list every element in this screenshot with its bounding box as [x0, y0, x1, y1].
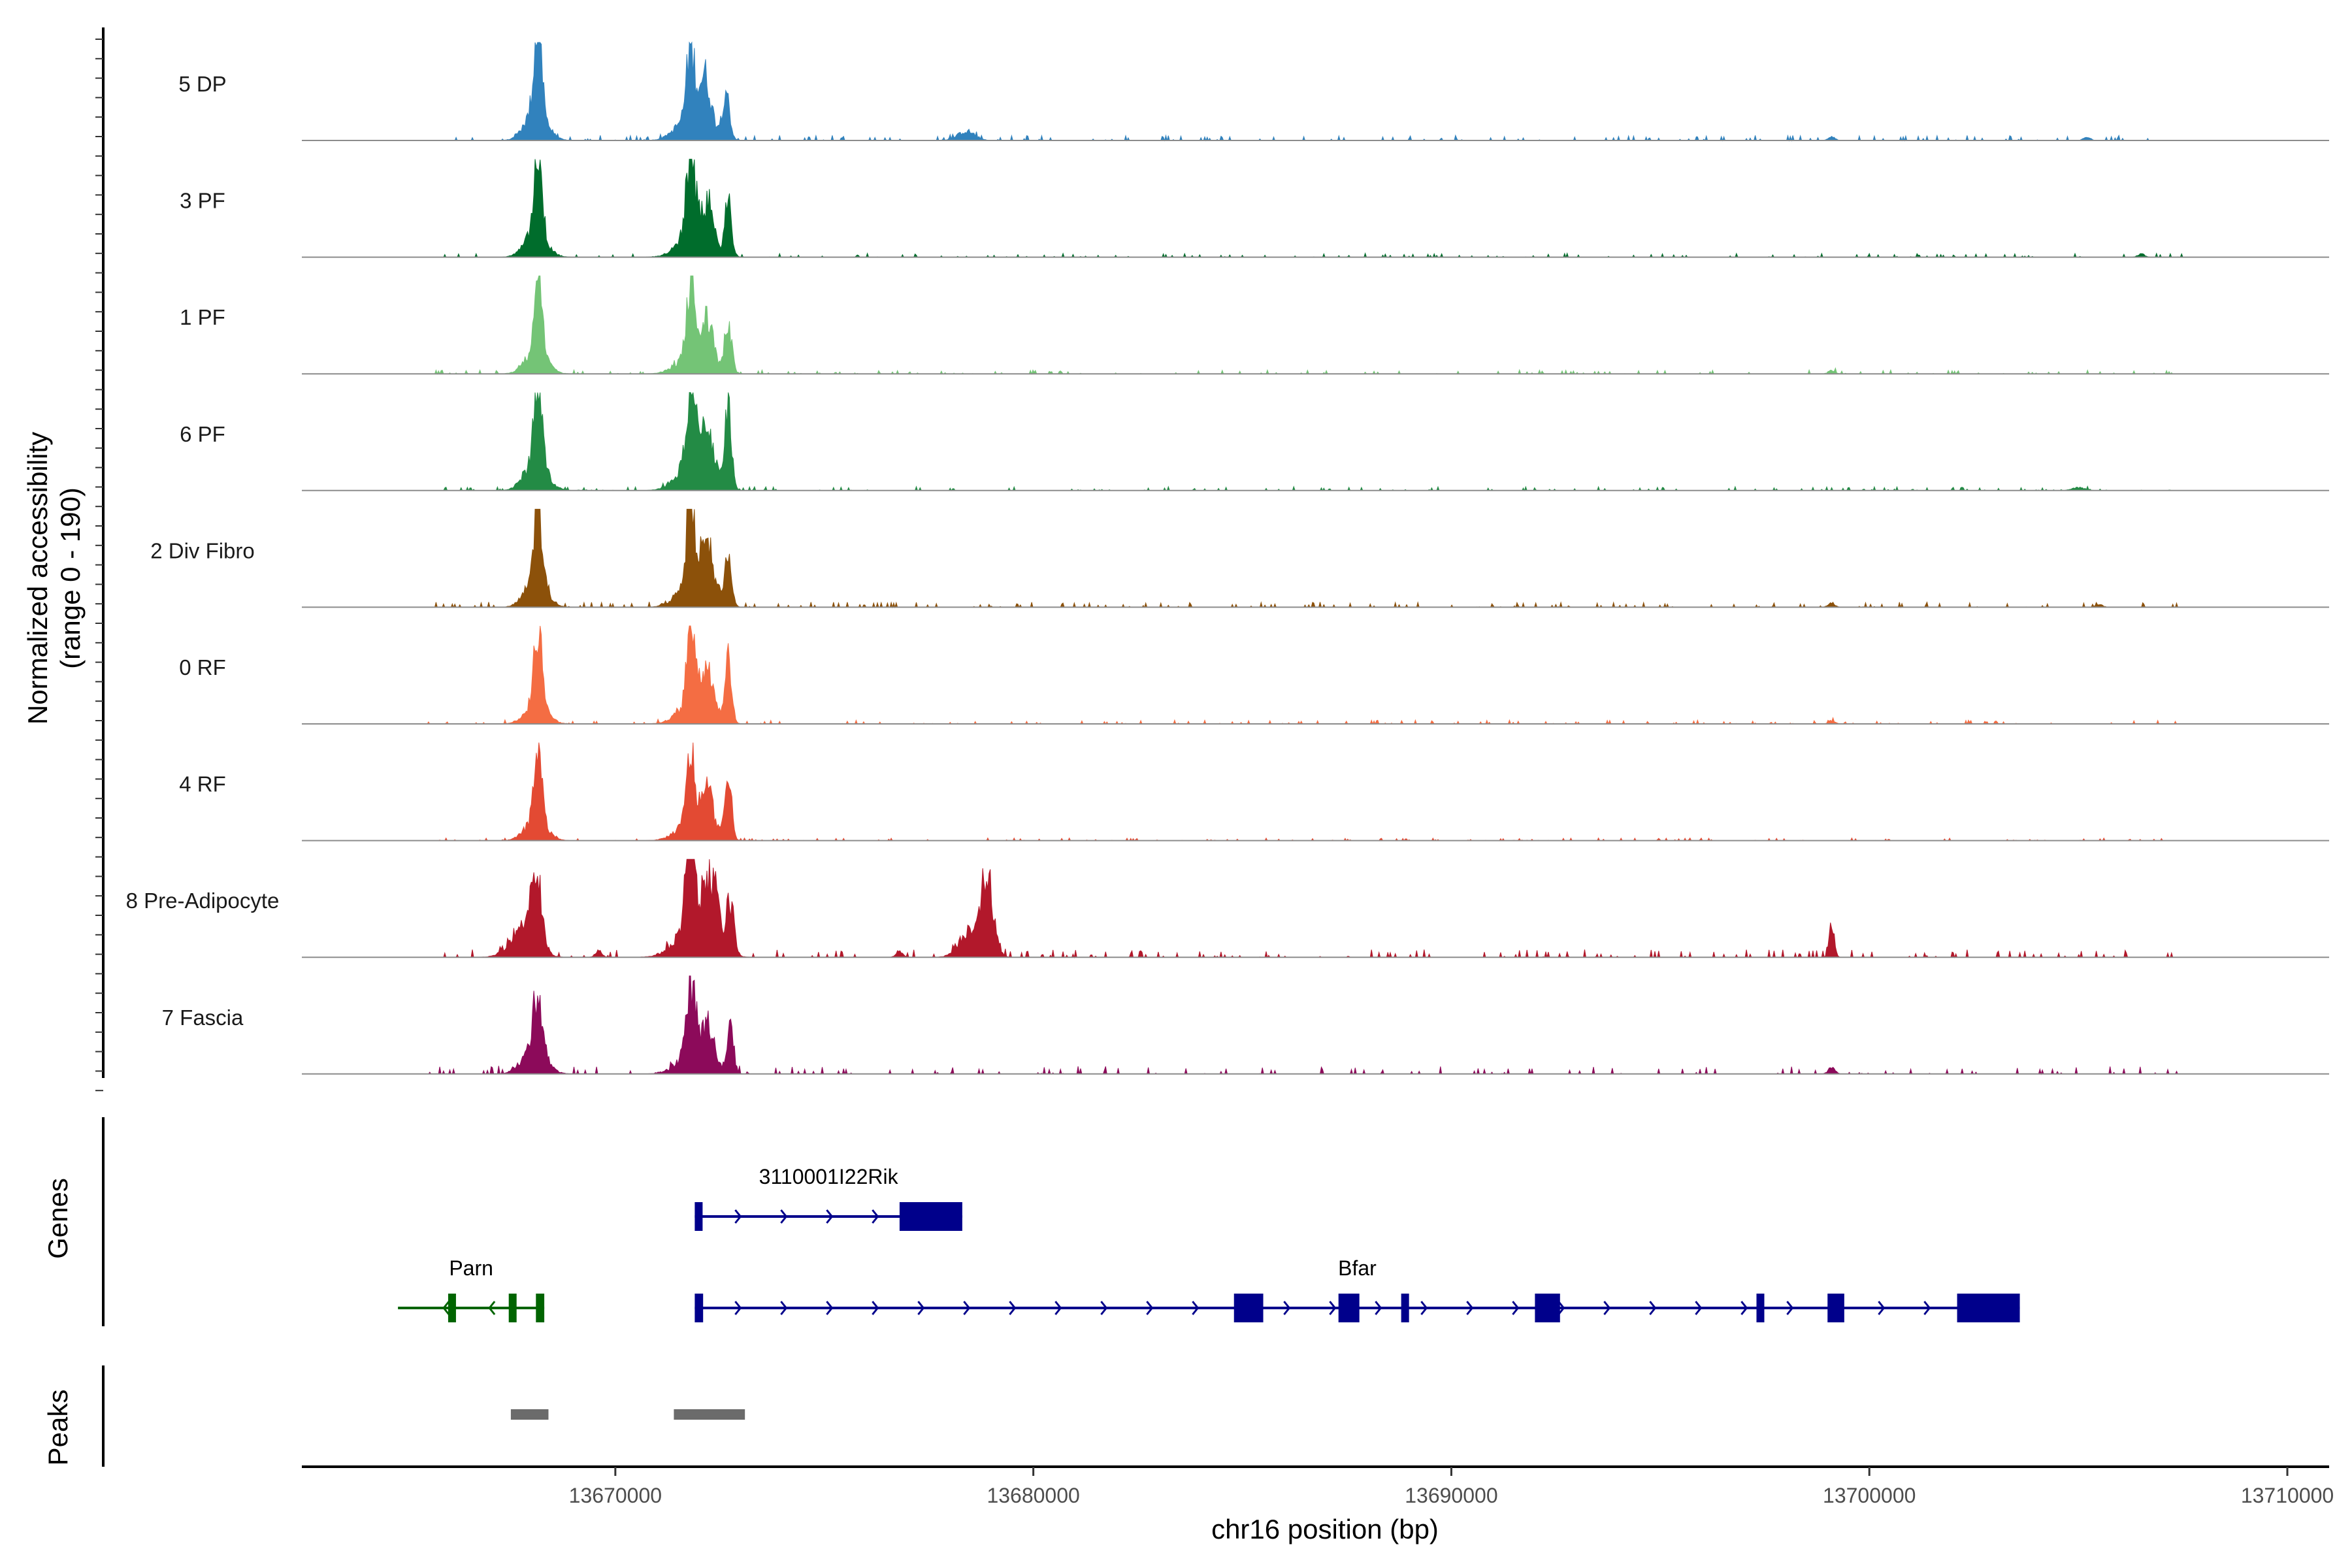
strand-arrow: [1009, 1301, 1017, 1315]
strand-arrow: [1329, 1301, 1337, 1315]
strand-arrow: [1466, 1301, 1474, 1315]
coverage-area: [427, 742, 2183, 841]
gene-exon: [536, 1294, 545, 1322]
strand-arrow: [1420, 1301, 1428, 1315]
strand-arrow: [488, 1301, 496, 1315]
x-tick-label: 13700000: [1823, 1484, 1916, 1507]
gene-bfar: Bfar: [694, 1256, 2020, 1322]
strand-arrow: [1923, 1301, 1931, 1315]
gene-label: 3110001I22Rik: [759, 1165, 899, 1188]
strand-arrow: [1603, 1301, 1611, 1315]
strand-arrow: [1146, 1301, 1154, 1315]
gene-parn: Parn: [398, 1256, 545, 1322]
coverage-area: [427, 41, 2183, 142]
x-tick-label: 13680000: [987, 1484, 1079, 1507]
gene-label: Bfar: [1338, 1256, 1377, 1280]
gene-exon: [694, 1294, 704, 1322]
strand-arrow: [1054, 1301, 1062, 1315]
coverage-area: [427, 858, 2183, 959]
x-tick-label: 13710000: [2241, 1484, 2334, 1507]
track-label: 1 PF: [180, 305, 225, 329]
peaks-panel-title: Peaks: [42, 1390, 73, 1466]
strand-arrow: [442, 1301, 450, 1315]
strand-arrow: [1512, 1301, 1520, 1315]
x-tick-label: 13690000: [1405, 1484, 1497, 1507]
strand-arrow: [780, 1301, 788, 1315]
track-label: 3 PF: [180, 189, 225, 213]
gene-exon: [508, 1294, 517, 1322]
track-7-fascia: 7 Fascia: [162, 975, 2329, 1075]
track-label: 2 Div Fibro: [150, 538, 255, 563]
strand-arrow: [780, 1209, 788, 1224]
coverage-area: [427, 508, 2183, 609]
peak-region: [674, 1409, 745, 1420]
gene-exon: [1535, 1294, 1560, 1322]
track-label: 6 PF: [180, 422, 225, 446]
gene-exon: [1233, 1294, 1264, 1322]
strand-arrow: [1558, 1301, 1565, 1315]
gene-exon: [1957, 1294, 2020, 1322]
strand-arrow: [963, 1301, 971, 1315]
track-5-dp: 5 DP: [178, 41, 2329, 142]
track-4-rf: 4 RF: [179, 742, 2329, 841]
gene-label: Parn: [449, 1256, 493, 1280]
gene-exon: [899, 1202, 962, 1231]
track-1-pf: 1 PF: [180, 275, 2329, 375]
strand-arrow: [1100, 1301, 1108, 1315]
gene-exon: [1338, 1294, 1360, 1322]
genes-panel-title: Genes: [42, 1178, 73, 1259]
x-tick-label: 13670000: [569, 1484, 662, 1507]
gene-exon: [1827, 1294, 1844, 1322]
strand-arrow: [734, 1301, 742, 1315]
strand-arrow: [1283, 1301, 1291, 1315]
track-0-rf: 0 RF: [179, 625, 2329, 725]
track-8-pre-adipocyte: 8 Pre-Adipocyte: [126, 858, 2329, 959]
strand-arrow: [872, 1301, 879, 1315]
strand-arrow: [917, 1301, 925, 1315]
track-label: 7 Fascia: [162, 1005, 244, 1030]
track-label: 5 DP: [178, 72, 226, 96]
coverage-area: [427, 975, 2183, 1075]
coverage-area: [427, 392, 2183, 492]
gene-exon: [694, 1202, 703, 1231]
y-axis-title-line2: (range 0 - 190): [55, 487, 86, 669]
track-6-pf: 6 PF: [180, 392, 2329, 492]
y-axis-title-line1: Normalized accessibility: [22, 432, 53, 725]
peak-region: [510, 1409, 549, 1420]
gene-exon: [1401, 1294, 1409, 1322]
strand-arrow: [1878, 1301, 1886, 1315]
strand-arrow: [1375, 1301, 1382, 1315]
strand-arrow: [1786, 1301, 1794, 1315]
track-label: 0 RF: [179, 655, 226, 679]
peak-track: [510, 1409, 745, 1420]
strand-arrow: [1695, 1301, 1703, 1315]
strand-arrow: [826, 1301, 834, 1315]
strand-arrow: [1192, 1301, 1200, 1315]
coverage-tracks: 5 DP 3 PF 1 PF 6 PF 2 Div Fibro 0 RF 4 RF 8 Pre…: [126, 41, 2329, 1075]
coverage-area: [427, 159, 2183, 259]
track-2-div-fibro: 2 Div Fibro: [150, 508, 2329, 609]
strand-arrow: [734, 1209, 742, 1224]
coverage-area: [427, 275, 2183, 375]
gene-exon: [1756, 1294, 1765, 1322]
gene-exon: [448, 1294, 456, 1322]
strand-arrow: [1740, 1301, 1748, 1315]
track-3-pf: 3 PF: [180, 159, 2329, 259]
track-label: 8 Pre-Adipocyte: [126, 889, 280, 913]
axes: 13670000 13680000 13690000 13700000 13710000: [95, 27, 2334, 1507]
x-axis-title: chr16 position (bp): [1211, 1514, 1439, 1544]
gene-3110001i22rik: 3110001I22Rik: [694, 1165, 962, 1231]
strand-arrow: [1649, 1301, 1657, 1315]
strand-arrow: [872, 1209, 879, 1224]
coverage-area: [426, 625, 2183, 725]
track-label: 4 RF: [179, 772, 226, 796]
gene-annotation-track: 3110001I22Rik Parn Bfar: [398, 1165, 2020, 1322]
strand-arrow: [826, 1209, 834, 1224]
